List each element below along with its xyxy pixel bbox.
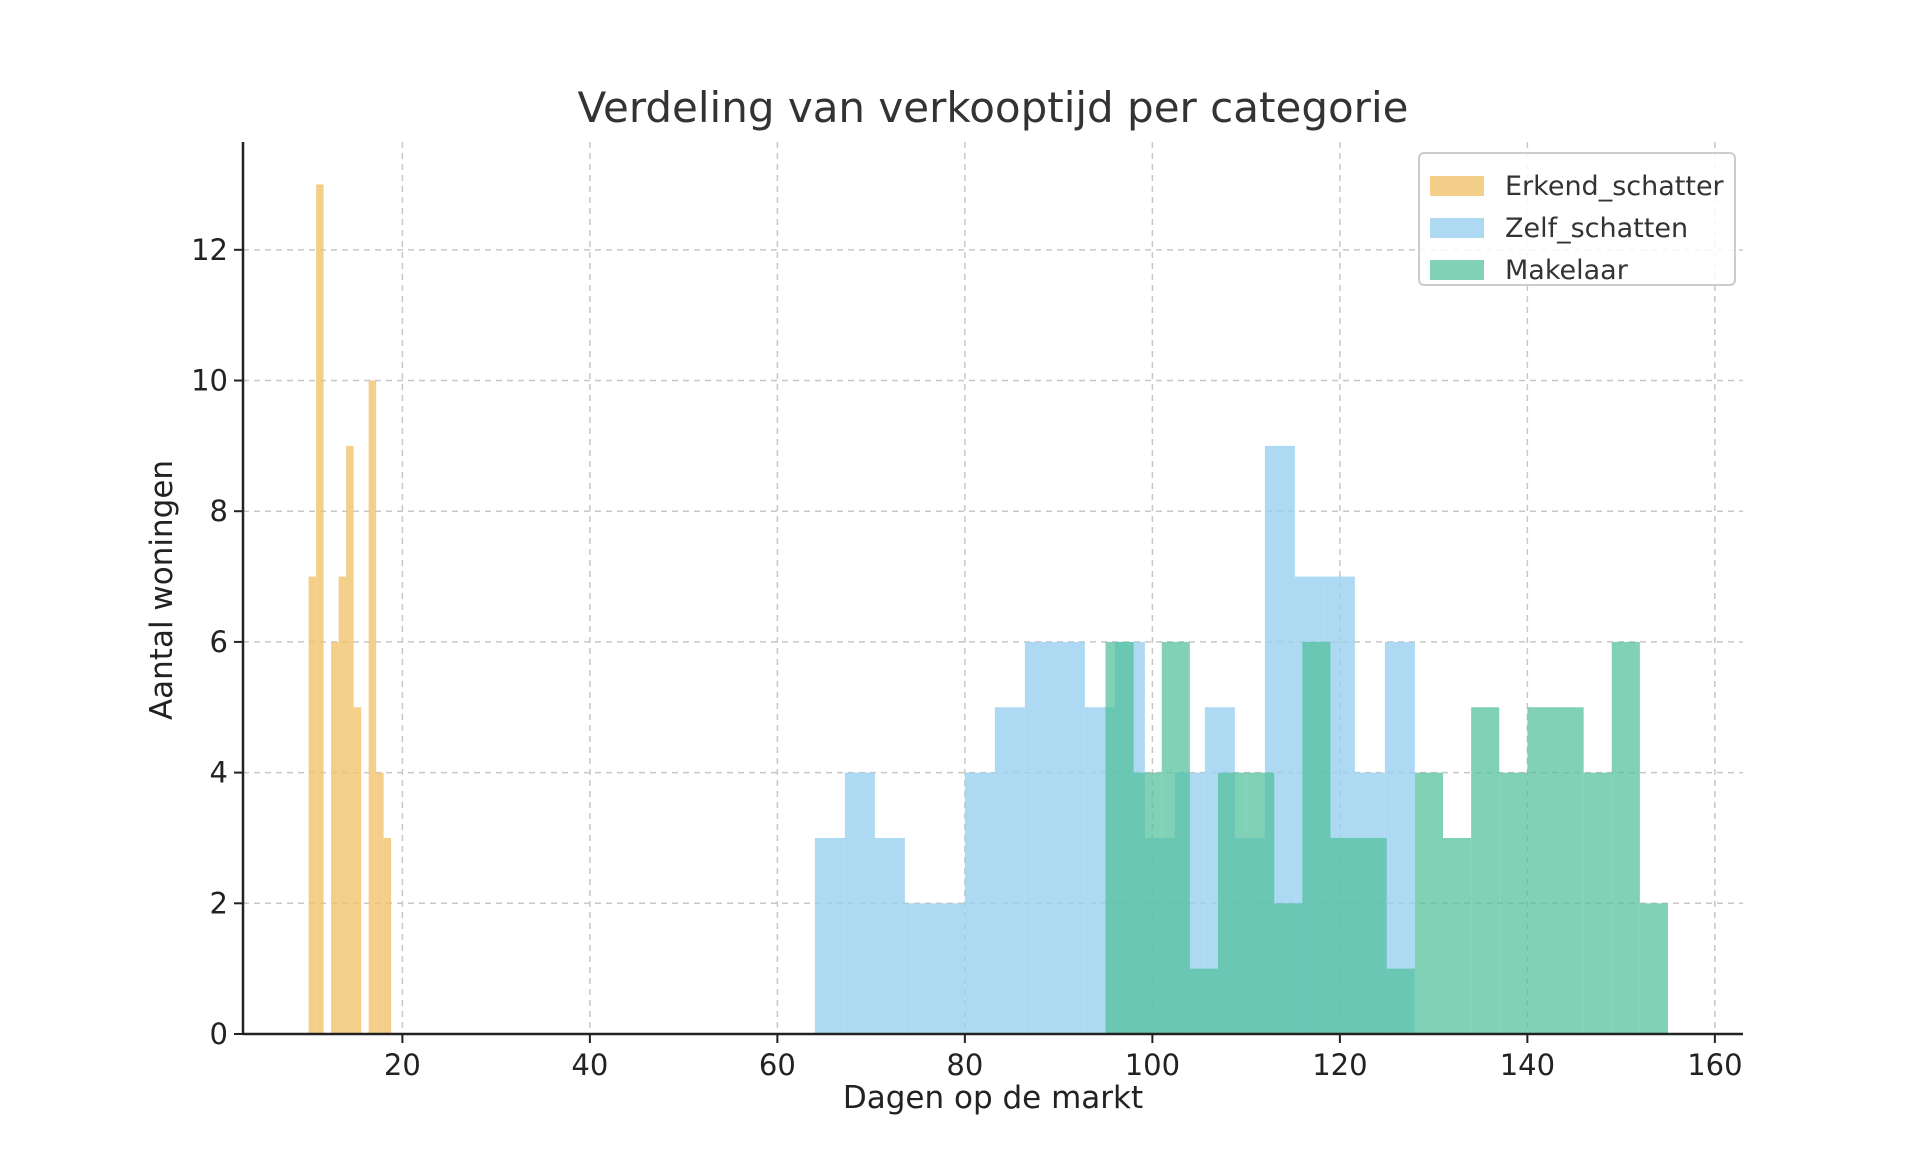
y-tick-label: 10 xyxy=(191,364,228,398)
histogram-bar xyxy=(904,903,935,1034)
histogram-bar xyxy=(353,707,362,1034)
series-Erkend_schatter xyxy=(308,184,392,1034)
histogram-bar xyxy=(934,903,965,1034)
histogram-bar xyxy=(1358,837,1387,1034)
y-tick-label: 6 xyxy=(210,625,228,659)
histogram-bar xyxy=(814,837,845,1034)
histogram-bar xyxy=(1189,968,1218,1034)
histogram-bar xyxy=(1555,707,1584,1034)
y-tick-label: 2 xyxy=(210,886,228,920)
y-tick-label: 4 xyxy=(210,756,228,790)
histogram-bar xyxy=(1499,772,1528,1034)
x-axis-label: Dagen op de markt xyxy=(843,1080,1143,1116)
histogram-bar xyxy=(383,837,392,1034)
y-tick-label: 8 xyxy=(210,494,228,528)
legend-label: Zelf_schatten xyxy=(1505,213,1688,244)
histogram-bar xyxy=(338,576,347,1034)
histogram-bar xyxy=(874,837,905,1034)
histogram-bar xyxy=(1218,772,1247,1034)
histogram-bar xyxy=(844,772,875,1034)
histogram-bar xyxy=(964,772,995,1034)
x-tick-label: 60 xyxy=(759,1048,796,1082)
histogram-bar xyxy=(1639,903,1668,1034)
axes xyxy=(241,142,1743,1036)
x-tick-label: 40 xyxy=(571,1048,608,1082)
histogram-bar xyxy=(1133,772,1162,1034)
histogram-bar xyxy=(1161,641,1190,1034)
histogram-bar xyxy=(316,184,324,1034)
histogram-bar xyxy=(368,380,377,1034)
x-tick-label: 140 xyxy=(1500,1048,1555,1082)
histogram-bar xyxy=(1274,903,1303,1034)
histogram-bar xyxy=(376,772,384,1034)
x-tick-label: 160 xyxy=(1687,1048,1742,1082)
histogram-bar xyxy=(308,576,317,1034)
histogram-bar xyxy=(1246,772,1275,1034)
histogram-bar xyxy=(1386,968,1415,1034)
histogram-bar xyxy=(1583,772,1612,1034)
histogram-bar xyxy=(1330,837,1359,1034)
x-tick-label: 80 xyxy=(946,1048,983,1082)
histogram-bar xyxy=(1443,837,1472,1034)
y-tick-label: 12 xyxy=(191,233,228,267)
legend: Erkend_schatter Zelf_schatten Makelaar xyxy=(1418,152,1736,286)
histogram-bar xyxy=(1024,641,1055,1034)
x-tick-label: 120 xyxy=(1312,1048,1367,1082)
histogram-bar xyxy=(346,445,354,1034)
legend-box xyxy=(1418,152,1736,286)
chart-title: Verdeling van verkooptijd per categorie xyxy=(578,83,1409,132)
legend-swatch xyxy=(1430,260,1484,280)
histogram-bar xyxy=(1471,707,1500,1034)
histogram-bar xyxy=(1611,641,1640,1034)
x-tick-label: 20 xyxy=(384,1048,421,1082)
histogram-bar xyxy=(1414,772,1443,1034)
histogram-bar xyxy=(994,707,1025,1034)
legend-swatch xyxy=(1430,218,1484,238)
series-Makelaar xyxy=(1105,641,1668,1034)
y-tick-label: 0 xyxy=(210,1017,228,1051)
legend-label: Erkend_schatter xyxy=(1505,171,1725,202)
legend-label: Makelaar xyxy=(1505,255,1629,286)
x-tick-label: 100 xyxy=(1125,1048,1180,1082)
legend-swatch xyxy=(1430,176,1484,196)
histogram-bar xyxy=(1105,641,1134,1034)
histogram-bar xyxy=(1054,641,1085,1034)
histogram-bars xyxy=(308,184,1668,1034)
histogram-bar xyxy=(1302,641,1331,1034)
y-axis-label: Aantal woningen xyxy=(144,460,180,720)
histogram-bar xyxy=(1527,707,1556,1034)
tick-labels: 20 40 60 80 100 120 140 160 0 2 4 6 8 10 12 xyxy=(191,233,1742,1082)
histogram-bar xyxy=(331,641,339,1034)
